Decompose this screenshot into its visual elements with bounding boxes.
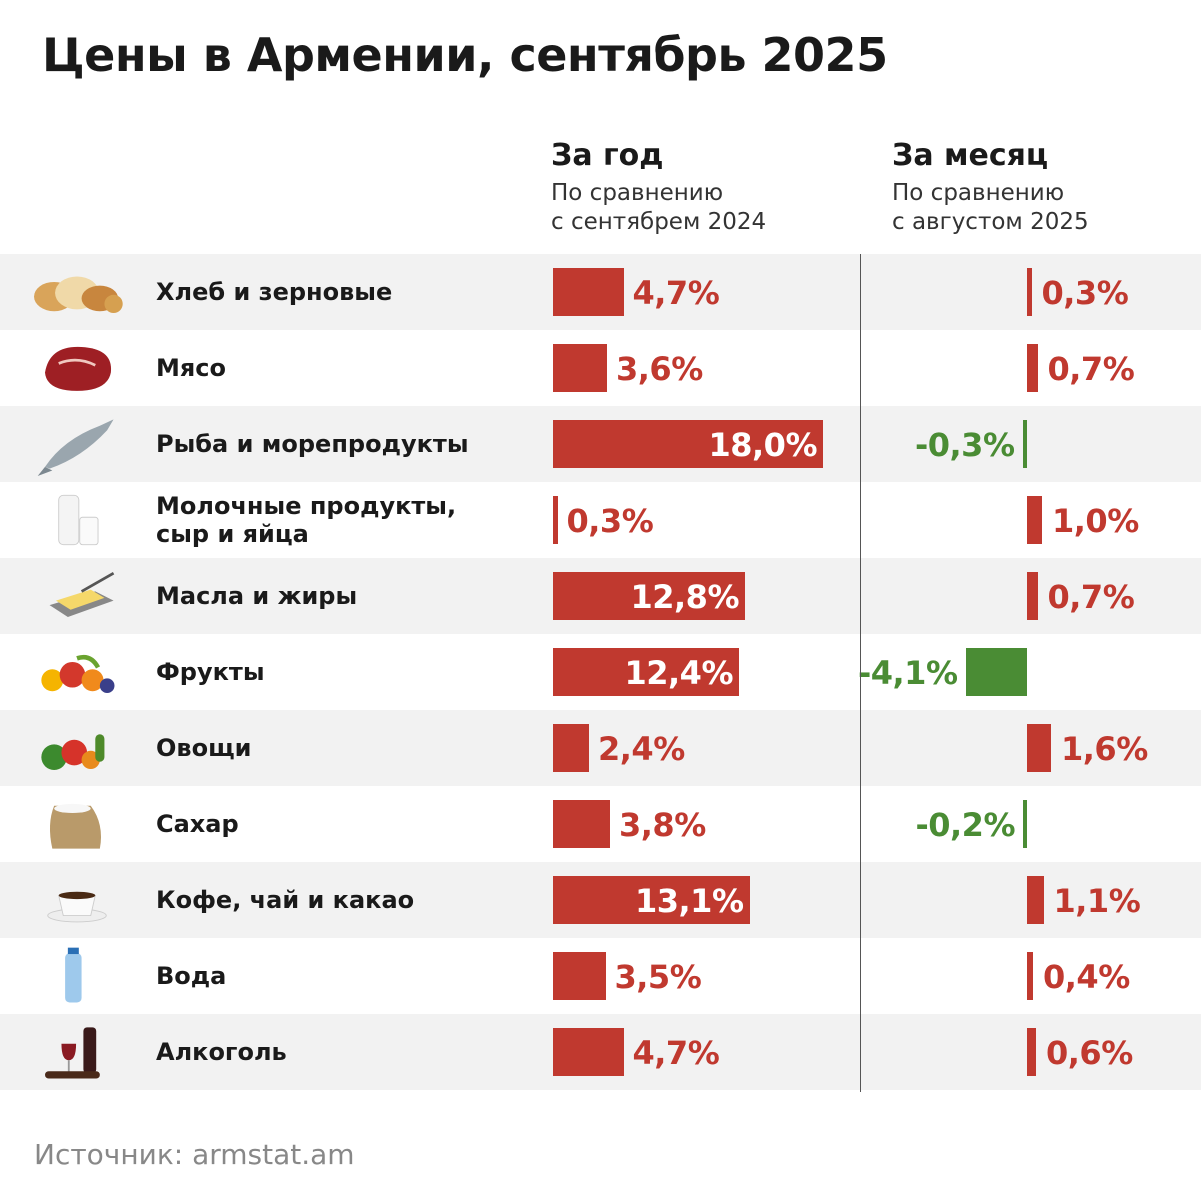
category-label: Масла и жиры <box>156 582 358 610</box>
table-row: Мясо 3,6% 0,7% <box>0 330 1201 406</box>
bar-year <box>553 876 750 924</box>
bar-month <box>1027 1028 1036 1076</box>
category-label: Алкоголь <box>156 1038 287 1066</box>
data-label-month: -0,2% <box>915 806 1015 844</box>
bar-year <box>553 1028 624 1076</box>
data-label-year: 4,7% <box>632 1034 720 1072</box>
column-subtitle: с августом 2025 <box>892 209 1089 235</box>
category-label: Сахар <box>156 810 239 838</box>
bar-year <box>553 648 739 696</box>
fish-icon <box>37 419 114 476</box>
data-label-month: 0,4% <box>1043 958 1130 996</box>
column-subtitle: По сравнению <box>551 180 724 206</box>
table-row: Масла и жиры 12,8% 0,7% <box>0 558 1201 634</box>
data-label-year: 3,5% <box>614 958 702 996</box>
column-heading: За год <box>551 138 664 173</box>
bar-month <box>965 648 1027 696</box>
butter-icon <box>49 571 115 618</box>
bread-icon <box>34 276 123 314</box>
category-label: Молочные продукты, сыр и яйца <box>156 492 457 548</box>
data-label-month: 0,7% <box>1047 578 1135 616</box>
data-label-month: 1,6% <box>1061 730 1148 768</box>
meat-icon <box>45 346 112 391</box>
sugar-sack-icon <box>49 803 101 849</box>
category-label: Фрукты <box>156 658 265 686</box>
column-header-month: За месяц По сравнению с августом 2025 <box>892 138 1089 237</box>
bar-month <box>1027 268 1032 316</box>
table-row: Алкоголь 4,7% 0,6% <box>0 1014 1201 1090</box>
bar-year <box>553 572 745 620</box>
water-bottle-icon <box>65 947 82 1003</box>
data-label-year: 12,4% <box>624 654 733 692</box>
data-label-year: 2,4% <box>598 730 685 768</box>
data-label-month: 0,3% <box>1041 274 1129 312</box>
bar-year <box>553 344 607 392</box>
fruits-icon <box>41 654 115 694</box>
bar-month <box>1027 952 1033 1000</box>
table-row: Кофе, чай и какао 13,1% 1,1% <box>0 862 1201 938</box>
table-row: Сахар 3,8% -0,2% <box>0 786 1201 862</box>
bar-year <box>553 268 624 316</box>
data-label-month: -4,1% <box>857 654 958 692</box>
category-label: Хлеб и зерновые <box>156 278 393 306</box>
table-row: Овощи 2,4% 1,6% <box>0 710 1201 786</box>
category-label: Рыба и морепродукты <box>156 430 469 458</box>
data-label-year: 12,8% <box>630 578 739 616</box>
bar-year <box>553 724 589 772</box>
data-label-year: 0,3% <box>566 502 654 540</box>
bar-month <box>1027 344 1038 392</box>
data-label-month: 1,0% <box>1052 502 1139 540</box>
category-label: Мясо <box>156 354 227 382</box>
bar-month <box>1023 800 1027 848</box>
column-subtitle: с сентябрем 2024 <box>551 209 767 235</box>
table-row: Рыба и морепродукты 18,0% -0,3% <box>0 406 1201 482</box>
data-label-year: 13,1% <box>634 882 744 920</box>
milk-icon <box>58 494 99 546</box>
column-heading: За месяц <box>892 138 1049 173</box>
data-label-year: 18,0% <box>708 426 817 464</box>
vegetables-icon <box>41 734 105 770</box>
bar-month <box>1022 420 1027 468</box>
column-divider <box>860 254 861 1092</box>
chart-title: Цены в Армении, сентябрь 2025 <box>42 28 888 82</box>
column-header-year: За год По сравнению с сентябрем 2024 <box>551 138 766 237</box>
wine-icon <box>45 1027 100 1079</box>
data-label-month: 1,1% <box>1053 882 1141 920</box>
data-label-year: 3,6% <box>616 350 703 388</box>
bar-year <box>553 420 823 468</box>
category-label: Вода <box>156 962 227 990</box>
table-row: Вода 3,5% 0,4% <box>0 938 1201 1014</box>
bar-month <box>1027 876 1044 924</box>
data-label-month: 0,6% <box>1046 1034 1133 1072</box>
bar-year <box>553 496 558 544</box>
column-subtitle: По сравнению <box>892 180 1065 206</box>
category-label: Овощи <box>156 734 252 762</box>
source-note: Источник: armstat.am <box>34 1138 355 1171</box>
table-row: Молочные продукты, сыр и яйца 0,3% 1,0% <box>0 482 1201 558</box>
data-label-year: 4,7% <box>632 274 720 312</box>
table-row: Фрукты 12,4% -4,1% <box>0 634 1201 710</box>
data-label-month: -0,3% <box>914 426 1015 464</box>
bar-month <box>1027 724 1051 772</box>
bar-year <box>553 952 606 1000</box>
table-row: Хлеб и зерновые 4,7% 0,3% <box>0 254 1201 330</box>
data-label-month: 0,7% <box>1047 350 1135 388</box>
bar-year <box>553 800 610 848</box>
coffee-cup-icon <box>47 891 107 923</box>
bar-month <box>1027 496 1042 544</box>
data-label-year: 3,8% <box>619 806 706 844</box>
category-label: Кофе, чай и какао <box>156 886 415 914</box>
bar-month <box>1027 572 1038 620</box>
